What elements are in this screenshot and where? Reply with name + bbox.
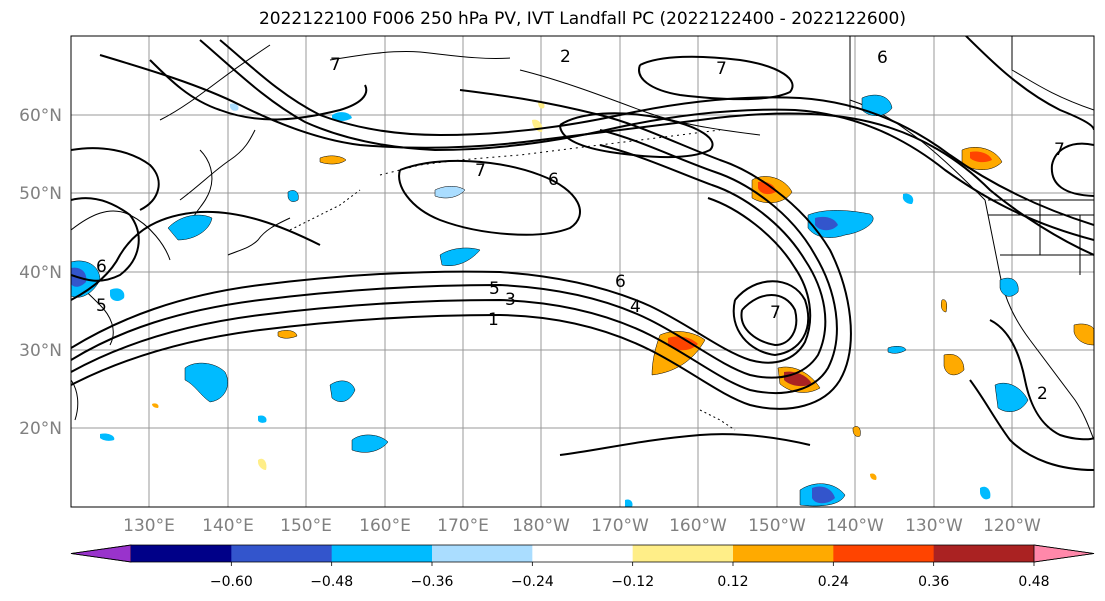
colorbar-cell (331, 545, 433, 562)
colorbar-tick-label: −0.24 (511, 574, 554, 590)
contour-label-4: 4 (630, 297, 641, 317)
lon-label: 170°W (591, 516, 649, 536)
lon-label: 160°W (669, 516, 727, 536)
lon-label: 170°E (437, 516, 489, 536)
contour-label-7e: 7 (330, 55, 341, 75)
contour-label-7d: 7 (1054, 140, 1065, 160)
colorbar-extend-low (70, 544, 132, 563)
ivt-contours (71, 36, 1094, 471)
colorbar-cell (231, 545, 333, 562)
colorbar-tick-label: 0.12 (717, 574, 748, 590)
contour-label-7c: 7 (770, 303, 781, 323)
lon-label: 150°E (280, 516, 332, 536)
lat-label: 40°N (19, 263, 62, 283)
colorbar-cell (131, 545, 232, 562)
pv-negative-anomalies (71, 94, 1029, 507)
lon-label: 160°E (359, 516, 411, 536)
contour-label-6: 6 (615, 272, 626, 292)
ivt-contours-inner-loops (732, 280, 810, 357)
colorbar-tick-label: 0.48 (1018, 574, 1049, 590)
colorbar-tick-label: −0.36 (411, 574, 454, 590)
plot-frame (70, 35, 1095, 508)
colorbar-outline (70, 544, 1095, 563)
map-title: 2022122100 F006 250 hPa PV, IVT Landfall… (258, 9, 906, 29)
colorbar-tick-label: 0.24 (818, 574, 849, 590)
colorbar-extend-high (1033, 544, 1095, 563)
longitude-labels: 130°E 140°E 150°E 160°E 170°E 180°W 170°W 160°W… (123, 516, 1041, 536)
contour-label-5b: 5 (96, 296, 107, 316)
colorbar-cell (833, 545, 935, 562)
lat-label: 60°N (19, 106, 62, 126)
contour-label-6b: 6 (548, 170, 559, 190)
colorbar-cell (432, 545, 533, 562)
lat-label: 50°N (19, 184, 62, 204)
colorbar-tick-label: −0.60 (210, 574, 253, 590)
contour-label-7: 7 (475, 161, 486, 181)
lon-label: 140°E (202, 516, 254, 536)
colorbar-cell (933, 545, 1035, 562)
colorbar-tick-label: 0.36 (918, 574, 949, 590)
contour-labels: 1 3 4 5 6 7 6 7 6 5 6 7 2 7 7 2 (96, 47, 1065, 404)
contour-label-6c: 6 (877, 48, 888, 68)
colorbar: −0.60 −0.48 −0.36 −0.24 −0.12 0.12 0.24 0.36 0.4… (70, 544, 1095, 590)
contour-label-1: 1 (488, 310, 499, 330)
lat-label: 30°N (19, 341, 62, 361)
lat-label: 20°N (19, 419, 62, 439)
lon-label: 140°W (826, 516, 884, 536)
gridlines (71, 36, 1094, 507)
colorbar-cell (632, 545, 734, 562)
contour-label-7b: 7 (716, 59, 727, 79)
latitude-labels: 60°N 50°N 40°N 30°N 20°N (19, 106, 62, 439)
contour-label-5: 5 (489, 279, 500, 299)
lon-label: 130°W (905, 516, 963, 536)
lon-label: 180°W (512, 516, 570, 536)
lon-label: 120°W (983, 516, 1041, 536)
colorbar-tick-label: −0.12 (611, 574, 654, 590)
lon-label: 150°W (748, 516, 806, 536)
contour-label-2: 2 (1037, 384, 1048, 404)
contour-label-3: 3 (505, 290, 516, 310)
lon-label: 130°E (123, 516, 175, 536)
contour-label-6d: 6 (96, 257, 107, 277)
colorbar-cell (733, 545, 834, 562)
contour-label-2b: 2 (560, 47, 571, 67)
colorbar-cell (532, 545, 634, 562)
colorbar-tick-label: −0.48 (310, 574, 353, 590)
